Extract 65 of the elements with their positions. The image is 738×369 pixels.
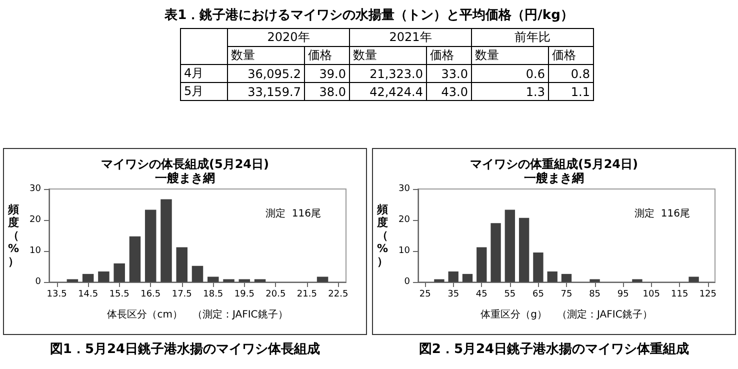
text: 数量 — [228, 46, 304, 64]
x-tick-label: 75 — [560, 290, 572, 300]
x-tick-label: 25 — [419, 290, 431, 300]
x-tick-label: 19.5 — [234, 290, 254, 300]
y-axis-title: 頻度（%） — [376, 203, 388, 268]
x-tick-label: 14.5 — [78, 290, 98, 300]
y-tick-label: 20 — [398, 215, 410, 225]
data-label: 0.8 — [548, 64, 594, 82]
x-tick-label: 21.5 — [296, 290, 317, 300]
data-label: 33.0 — [426, 64, 472, 82]
x-tick-label: 85 — [589, 290, 601, 300]
text: 価格 — [548, 46, 594, 64]
text: 数量 — [350, 46, 426, 64]
y-tick-label: 10 — [398, 246, 410, 256]
x-tick-label: 22.5 — [328, 290, 348, 300]
x-tick-label: 18.5 — [203, 290, 224, 300]
text: 数量 — [472, 46, 548, 64]
text: 表1．銚子港におけるマイワシの水揚量（トン）と平均価格（円/kg） — [164, 7, 574, 24]
data-label: 21,323.0 — [350, 64, 426, 82]
text: 価格 — [426, 46, 472, 64]
data-label: 38.0 — [304, 82, 350, 100]
chart-title: マイワシの体長組成(5月24日) — [100, 157, 270, 171]
x-tick-label: 95 — [617, 290, 629, 300]
x-tick-label: 15.5 — [109, 290, 130, 300]
x-tick-label: 115 — [671, 290, 688, 300]
data-label: 39.0 — [304, 64, 350, 82]
x-tick-label: 65 — [532, 290, 544, 300]
x-tick-label: 45 — [476, 290, 488, 300]
chart-subtitle: 一艘まき網 — [524, 171, 584, 185]
text: 前年比 — [472, 28, 594, 46]
text: 2020年 — [228, 28, 350, 46]
data-label: 33,159.7 — [228, 82, 304, 100]
x-tick-label: 17.5 — [172, 290, 192, 300]
chart-title: マイワシの体重組成(5月24日) — [470, 157, 638, 171]
y-tick-label: 10 — [30, 246, 42, 256]
x-axis-title: 体重区分（g） （測定：JAFIC銚子） — [480, 308, 652, 320]
category-label: 4月 — [180, 64, 228, 82]
data-label: 1.1 — [548, 82, 594, 100]
text: 価格 — [304, 46, 350, 64]
caption: 図2．5月24日銚子港水揚のマイワシ体重組成 — [418, 340, 690, 358]
data-label: 0.6 — [472, 64, 548, 82]
annotation: 測定 116尾 — [634, 208, 690, 220]
x-tick-label: 55 — [504, 290, 516, 300]
annotation: 測定 116尾 — [266, 208, 322, 220]
x-axis-title: 体長区分（cm） （測定：JAFIC銚子） — [107, 308, 288, 320]
category-label: 5月 — [180, 82, 228, 100]
data-label: 36,095.2 — [228, 64, 304, 82]
y-tick-label: 20 — [30, 215, 42, 225]
y-tick-label: 0 — [35, 277, 42, 287]
x-tick-label: 35 — [448, 290, 460, 300]
data-label: 1.3 — [472, 82, 548, 100]
data-label: 42,424.4 — [350, 82, 426, 100]
x-tick-label: 20.5 — [266, 290, 286, 300]
text: 2021年 — [350, 28, 472, 46]
x-tick-label: 105 — [642, 290, 660, 300]
x-tick-label: 125 — [699, 290, 717, 300]
y-tick-label: 30 — [398, 184, 410, 194]
y-tick-label: 0 — [404, 277, 410, 287]
caption: 図1．5月24日銚子港水揚のマイワシ体長組成 — [48, 341, 322, 358]
chart-subtitle: 一艘まき網 — [155, 171, 215, 185]
x-tick-label: 13.5 — [46, 290, 67, 300]
data-label: 43.0 — [426, 82, 472, 100]
y-tick-label: 30 — [30, 184, 42, 194]
x-tick-label: 16.5 — [140, 290, 161, 300]
y-axis-title: 頻度（%） — [7, 203, 19, 268]
